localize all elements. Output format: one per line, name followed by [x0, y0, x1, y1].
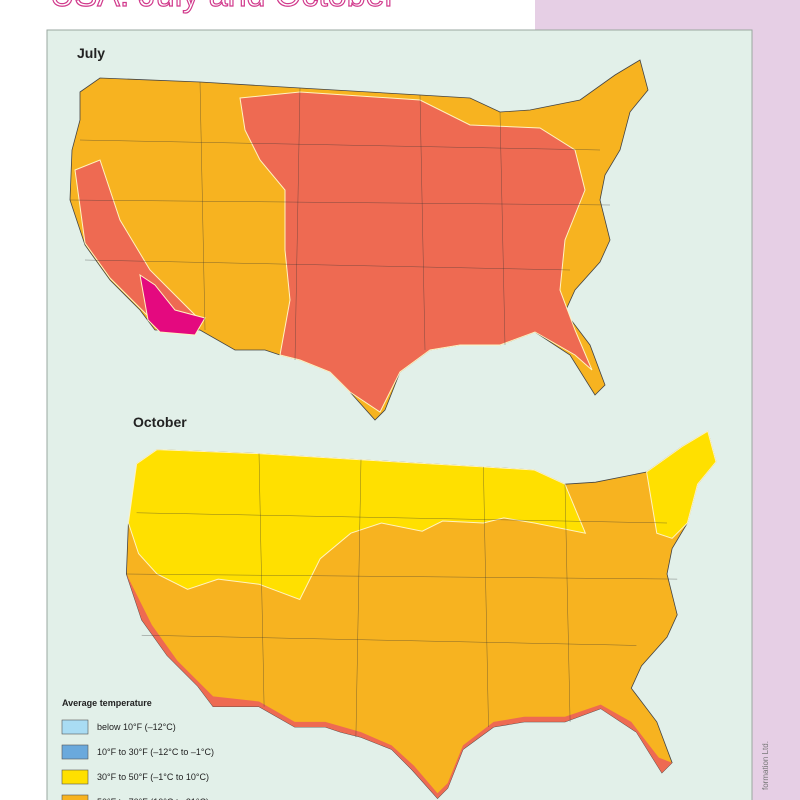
title: USA: July and October: [50, 0, 396, 14]
state-border: [419, 94, 426, 351]
cool-zone: [127, 449, 587, 601]
state-border: [136, 512, 668, 524]
state-border: [355, 459, 362, 738]
legend-label: 30°F to 50°F (–1°C to 10°C): [97, 772, 209, 782]
state-border: [69, 199, 611, 206]
hottest-zone: [139, 273, 206, 336]
legend-swatch: [61, 769, 89, 785]
legend-label: below 10°F (–12°C): [97, 722, 176, 732]
legend-swatch: [61, 719, 89, 735]
state-border: [84, 259, 571, 271]
state-border: [294, 87, 301, 361]
legend: below 10°F (–12°C) 10°F to 30°F (–12°C to…: [61, 719, 214, 800]
legend-label: 10°F to 30°F (–12°C to –1°C): [97, 747, 214, 757]
legend-swatch: [61, 744, 89, 760]
state-border: [141, 634, 637, 646]
legend-swatch: [61, 794, 89, 800]
state-border: [499, 111, 506, 346]
state-border: [126, 573, 678, 580]
hot-zone: [126, 574, 673, 799]
credit: formation Ltd.: [761, 741, 770, 790]
state-border: [483, 466, 489, 728]
hot-zone: [239, 91, 593, 413]
legend-title: Average temperature: [62, 698, 152, 708]
map-label: October: [133, 414, 187, 430]
cool-zone: [646, 430, 717, 539]
map-label: July: [77, 45, 105, 61]
legend-label: 50°F to 70°F (10°C to 21°C): [97, 797, 209, 800]
state-border: [258, 453, 265, 707]
state-border: [199, 81, 206, 331]
state-border: [564, 484, 571, 722]
maps: [69, 59, 717, 799]
state-border: [79, 139, 601, 151]
